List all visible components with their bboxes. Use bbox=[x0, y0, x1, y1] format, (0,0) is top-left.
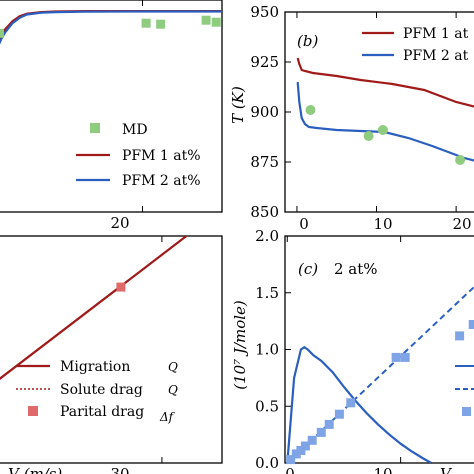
legend-swatch-partial bbox=[28, 406, 38, 416]
data-point-0-2-1 bbox=[141, 18, 151, 28]
data-point-3-2-1 bbox=[291, 449, 301, 459]
legend-label-pfm1: PFM 1 at bbox=[403, 26, 469, 42]
y-tick-label: 0.5 bbox=[255, 397, 279, 415]
data-point-0-2-4 bbox=[211, 17, 221, 27]
series-line-0-1 bbox=[0, 10, 222, 45]
x-tick-label: 30 bbox=[110, 465, 129, 474]
y-axis-label: (10⁷ J/mole) bbox=[231, 300, 249, 390]
series-line-3-1 bbox=[286, 285, 474, 463]
data-point-3-2-11 bbox=[455, 331, 465, 341]
panel-bottom-right: 0 10 0.0 0.5 1.0 1.5 2.0 (c) 2 at% (10⁷ J/mole) V bbox=[231, 227, 474, 474]
axes-frame bbox=[0, 0, 223, 213]
data-point-1-2-3 bbox=[455, 155, 466, 165]
panel-label-b: (b) bbox=[297, 32, 318, 50]
legend-label-pfm1: PFM 1 at% bbox=[122, 148, 201, 164]
x-axis-label: V (m/s) bbox=[8, 465, 62, 474]
data-point-3-2-4 bbox=[307, 435, 317, 445]
legend-symbol-qm: Q bbox=[168, 360, 178, 374]
y-axis-label: T (K) bbox=[229, 86, 247, 124]
data-point-3-2-12 bbox=[468, 320, 474, 329]
y-tick-label: 1.0 bbox=[255, 341, 279, 359]
data-point-1-2-2 bbox=[377, 125, 388, 135]
series-line-3-0 bbox=[286, 345, 432, 463]
data-point-1-2-1 bbox=[363, 131, 374, 141]
data-point-3-2-6 bbox=[324, 419, 334, 429]
x-tick-label: 10 bbox=[373, 465, 392, 474]
data-point-0-2-3 bbox=[201, 15, 211, 25]
legend-label-solute: Solute drag bbox=[60, 382, 143, 398]
data-point-3-2-0 bbox=[286, 455, 296, 465]
series-line-1-1 bbox=[296, 81, 474, 162]
x-tick-label: 0 bbox=[299, 215, 309, 233]
y-tick-label: 2.0 bbox=[255, 227, 279, 245]
data-point-3-2-9 bbox=[391, 352, 401, 362]
y-tick-label: 900 bbox=[250, 103, 279, 121]
axes-frame bbox=[0, 235, 223, 464]
y-tick-label: 0.0 bbox=[255, 454, 279, 472]
legend-swatch-partial-3 bbox=[462, 407, 471, 416]
panel-bottom-left: 30 Migration Q Solute drag Q Parital drag Δf V … bbox=[0, 235, 223, 474]
data-point-0-2-0 bbox=[0, 28, 4, 38]
panel-label-c: (c) bbox=[298, 260, 318, 278]
data-point-3-2-8 bbox=[346, 398, 356, 408]
series-line-2-0 bbox=[0, 236, 189, 380]
data-point-3-2-5 bbox=[316, 427, 326, 437]
data-point-1-2-0 bbox=[305, 105, 316, 115]
x-tick-label: 10 bbox=[373, 215, 392, 233]
data-point-3-2-7 bbox=[334, 409, 344, 419]
x-axis-label: V bbox=[440, 465, 453, 474]
y-tick-label: 1.5 bbox=[255, 284, 279, 302]
data-point-3-2-3 bbox=[300, 441, 310, 451]
x-tick-label: 0 bbox=[285, 465, 295, 474]
legend-swatch-md bbox=[90, 123, 100, 133]
y-tick-label: 850 bbox=[250, 203, 279, 221]
series-line-1-0 bbox=[296, 57, 474, 108]
series-line-0-0 bbox=[0, 10, 222, 41]
data-point-2-1-0 bbox=[116, 282, 126, 292]
annotation-2at: 2 at% bbox=[334, 260, 378, 278]
y-tick-label: 875 bbox=[250, 153, 279, 171]
data-point-3-2-10 bbox=[400, 352, 410, 362]
legend-symbol-qd: Q bbox=[168, 383, 178, 397]
legend-label-md: MD bbox=[122, 122, 148, 138]
y-tick-label: 950 bbox=[250, 3, 279, 21]
x-tick-label: 20 bbox=[110, 214, 129, 232]
legend-symbol-df: Δf bbox=[159, 410, 176, 424]
legend-label-partial: Parital drag bbox=[60, 404, 144, 420]
panel-top-left: 20 MD PFM 1 at% PFM 2 at% bbox=[0, 0, 223, 232]
y-tick-label: 925 bbox=[250, 53, 279, 71]
legend-label-migration: Migration bbox=[60, 359, 130, 375]
legend-label-pfm2: PFM 2 at bbox=[403, 48, 469, 64]
data-point-0-2-2 bbox=[156, 19, 166, 29]
panel-top-right: 0 10 20 850 875 900 925 950 (b) PFM 1 at PFM 2 at T… bbox=[229, 3, 474, 233]
x-tick-label: 20 bbox=[452, 215, 471, 233]
legend-label-pfm2: PFM 2 at% bbox=[122, 173, 201, 189]
